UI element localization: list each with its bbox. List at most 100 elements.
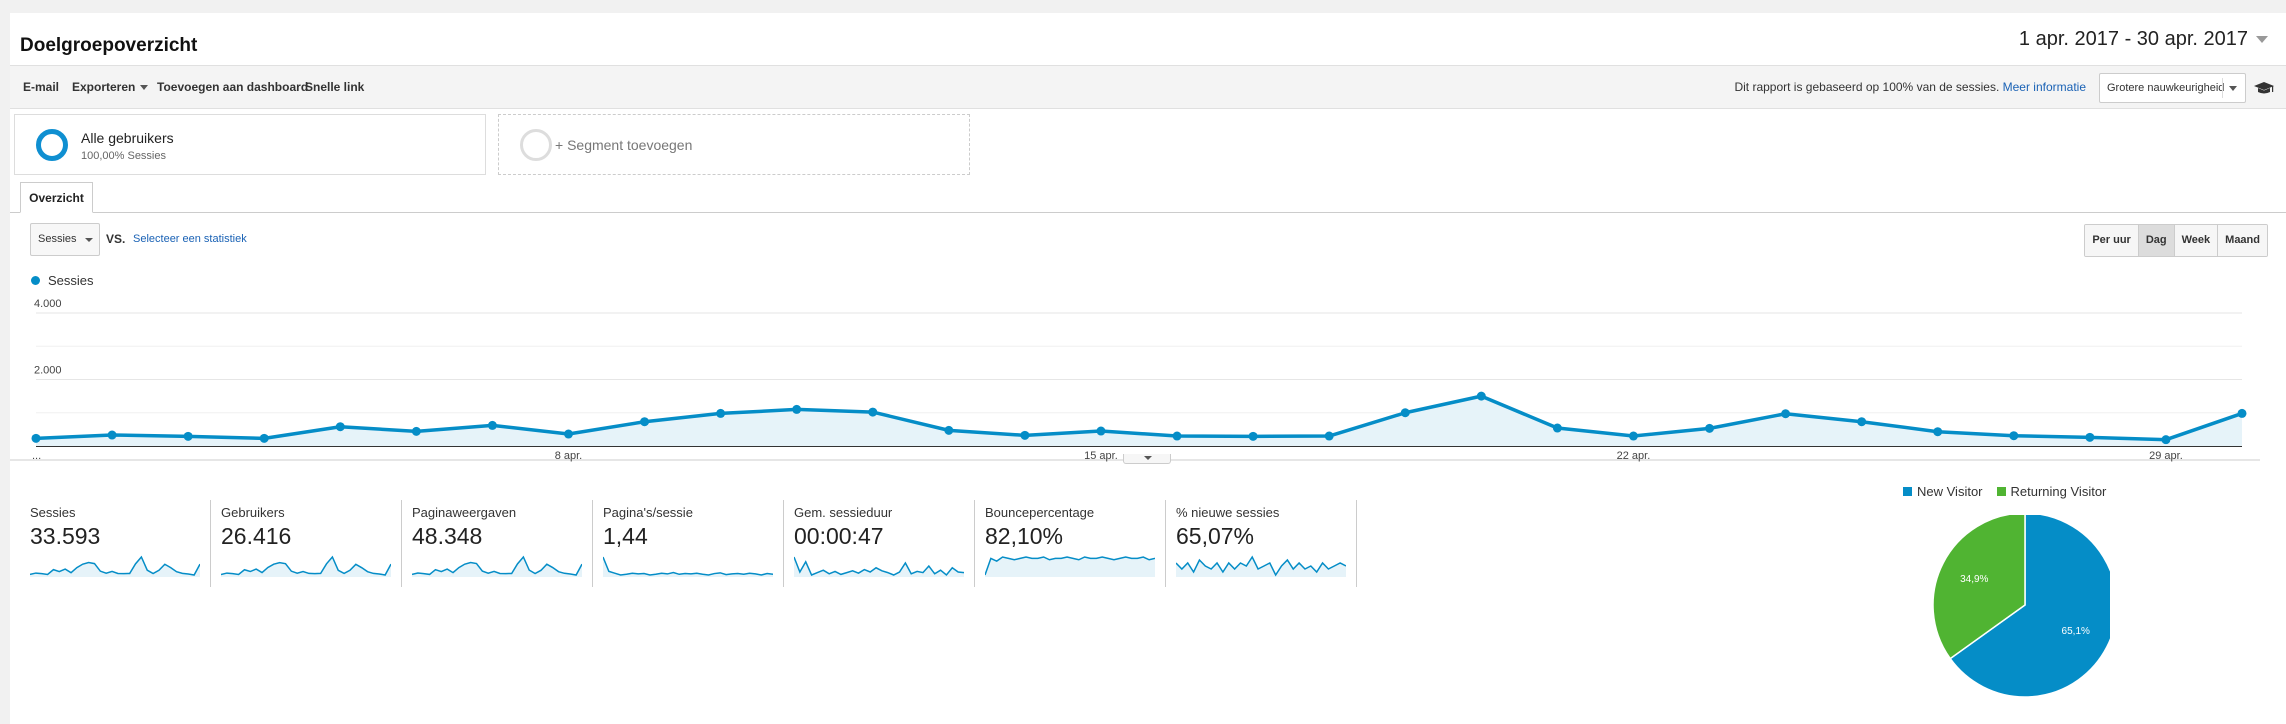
kpi-sparkline: [603, 556, 773, 577]
data-point[interactable]: [31, 433, 41, 443]
data-point[interactable]: [1096, 426, 1106, 436]
series-color-dot: [31, 276, 40, 285]
data-point[interactable]: [1705, 423, 1715, 433]
data-point[interactable]: [1324, 431, 1334, 441]
kpi-value: 00:00:47: [794, 523, 884, 549]
date-range-picker[interactable]: 1 apr. 2017 - 30 apr. 2017: [2019, 28, 2268, 51]
data-point[interactable]: [1781, 409, 1791, 419]
segment-subtitle: 100,00% Sessies: [81, 150, 166, 162]
data-point[interactable]: [2009, 431, 2019, 441]
chart-collapse-toggle[interactable]: [1123, 454, 1171, 464]
data-point[interactable]: [1857, 417, 1867, 427]
data-point[interactable]: [792, 404, 802, 414]
kpi-pages-per-session[interactable]: Pagina's/sessie 1,44: [593, 500, 784, 587]
kpi-label: Paginaweergaven: [412, 505, 517, 520]
sparkline-line: [30, 555, 200, 576]
kpi-bounce-rate[interactable]: Bouncepercentage 82,10%: [975, 500, 1166, 587]
legend-label: New Visitor: [1917, 484, 1983, 499]
legend-swatch: [1903, 487, 1912, 496]
data-point[interactable]: [1476, 391, 1486, 401]
x-tick-label: ...: [32, 450, 41, 462]
data-point[interactable]: [1248, 431, 1258, 441]
pie-slice[interactable]: [1932, 515, 2026, 660]
sampling-note: Dit rapport is gebaseerd op 100% van de …: [1734, 66, 2086, 108]
export-button[interactable]: Exporteren: [72, 66, 149, 108]
more-info-link[interactable]: Meer informatie: [2002, 80, 2086, 94]
data-point[interactable]: [1933, 427, 1943, 437]
data-point[interactable]: [335, 422, 345, 432]
page-title: Doelgroepoverzicht: [20, 35, 198, 56]
segment-ring-icon: [36, 129, 68, 161]
add-segment-button[interactable]: + Segment toevoegen: [498, 114, 970, 175]
sessions-line-chart: 4.000 2.000... 8 apr. 15 apr. 22 apr. 29 apr.: [10, 298, 2260, 462]
data-point[interactable]: [640, 417, 650, 427]
chevron-down-icon: [85, 238, 93, 242]
chevron-down-icon: [1144, 456, 1152, 460]
kpi-sparkline: [221, 555, 391, 577]
pie-legend-item[interactable]: Returning Visitor: [1996, 484, 2106, 499]
data-point[interactable]: [716, 408, 726, 418]
data-point[interactable]: [1628, 431, 1638, 441]
data-point[interactable]: [1400, 408, 1410, 418]
x-tick-label: 29 apr.: [2149, 450, 2183, 462]
tab-overview[interactable]: Overzicht: [20, 182, 93, 213]
add-segment-label: + Segment toevoegen: [555, 137, 693, 153]
series-area: [36, 396, 2242, 446]
segment-all-users[interactable]: Alle gebruikers 100,00% Sessies: [14, 114, 486, 175]
data-point[interactable]: [1172, 431, 1182, 441]
data-point[interactable]: [411, 426, 421, 436]
select-divider: [2222, 78, 2223, 98]
data-point[interactable]: [868, 407, 878, 417]
data-point[interactable]: [183, 431, 193, 441]
kpi-sparkline: [985, 556, 1155, 577]
sparkline-area: [412, 557, 582, 577]
report-toolbar: E-mail Exporteren Toevoegen aan dashboar…: [10, 65, 2286, 109]
select-statistic-link[interactable]: Selecteer een statistiek: [133, 233, 247, 245]
data-point[interactable]: [944, 425, 954, 435]
data-point[interactable]: [2161, 435, 2171, 445]
pie-slice-label: 65,1%: [2062, 626, 2090, 637]
data-point[interactable]: [563, 429, 573, 439]
add-to-dashboard-button[interactable]: Toevoegen aan dashboard: [157, 80, 309, 94]
metric-select-value: Sessies: [38, 233, 77, 245]
chart-legend: Sessies: [31, 273, 94, 288]
granularity-month-button[interactable]: Maand: [2217, 225, 2267, 256]
granularity-hour-button[interactable]: Per uur: [2085, 225, 2138, 256]
data-point[interactable]: [259, 433, 269, 443]
granularity-day-button[interactable]: Dag: [2137, 225, 2174, 256]
x-tick-label: 15 apr.: [1084, 450, 1118, 462]
graduation-cap-icon[interactable]: [2254, 81, 2274, 95]
chevron-down-icon: [140, 85, 149, 91]
data-point[interactable]: [107, 430, 117, 440]
analytics-report: Doelgroepoverzicht 1 apr. 2017 - 30 apr.…: [10, 13, 2286, 724]
empty-segment-ring-icon: [520, 129, 552, 161]
kpi-sessions[interactable]: Sessies 33.593: [20, 500, 211, 587]
visitor-type-pie-chart: 65,1% 34,9%: [1932, 515, 2110, 698]
sparkline-line: [985, 556, 1155, 576]
sampling-note-text: Dit rapport is gebaseerd op 100% van de …: [1734, 80, 2000, 94]
email-button[interactable]: E-mail: [23, 80, 60, 94]
metric-select[interactable]: Sessies: [30, 223, 100, 256]
kpi-pageviews[interactable]: Paginaweergaven 48.348: [402, 500, 593, 587]
kpi-users[interactable]: Gebruikers 26.416: [211, 500, 402, 587]
pie-legend-item[interactable]: New Visitor: [1903, 484, 1983, 499]
sparkline-line: [603, 556, 773, 576]
quick-link-button[interactable]: Snelle link: [305, 80, 365, 94]
precision-select[interactable]: Grotere nauwkeurigheid: [2099, 73, 2246, 103]
data-point[interactable]: [1552, 423, 1562, 433]
sparkline-line: [794, 556, 964, 577]
kpi-value: 33.593: [30, 523, 101, 549]
data-point[interactable]: [2085, 432, 2095, 442]
data-point[interactable]: [487, 420, 497, 430]
pie-slice[interactable]: [1949, 515, 2110, 698]
kpi-value: 1,44: [603, 523, 648, 549]
data-point[interactable]: [2237, 408, 2247, 418]
sparkline-line: [1176, 555, 1346, 577]
kpi-label: Gem. sessieduur: [794, 505, 893, 520]
granularity-week-button[interactable]: Week: [2173, 225, 2218, 256]
kpi-avg-session-duration[interactable]: Gem. sessieduur 00:00:47: [784, 500, 975, 587]
date-range-label: 1 apr. 2017 - 30 apr. 2017: [2018, 28, 2248, 50]
sparkline-area: [30, 557, 200, 577]
data-point[interactable]: [1020, 430, 1030, 440]
kpi-new-sessions[interactable]: % nieuwe sessies 65,07%: [1166, 500, 1357, 587]
